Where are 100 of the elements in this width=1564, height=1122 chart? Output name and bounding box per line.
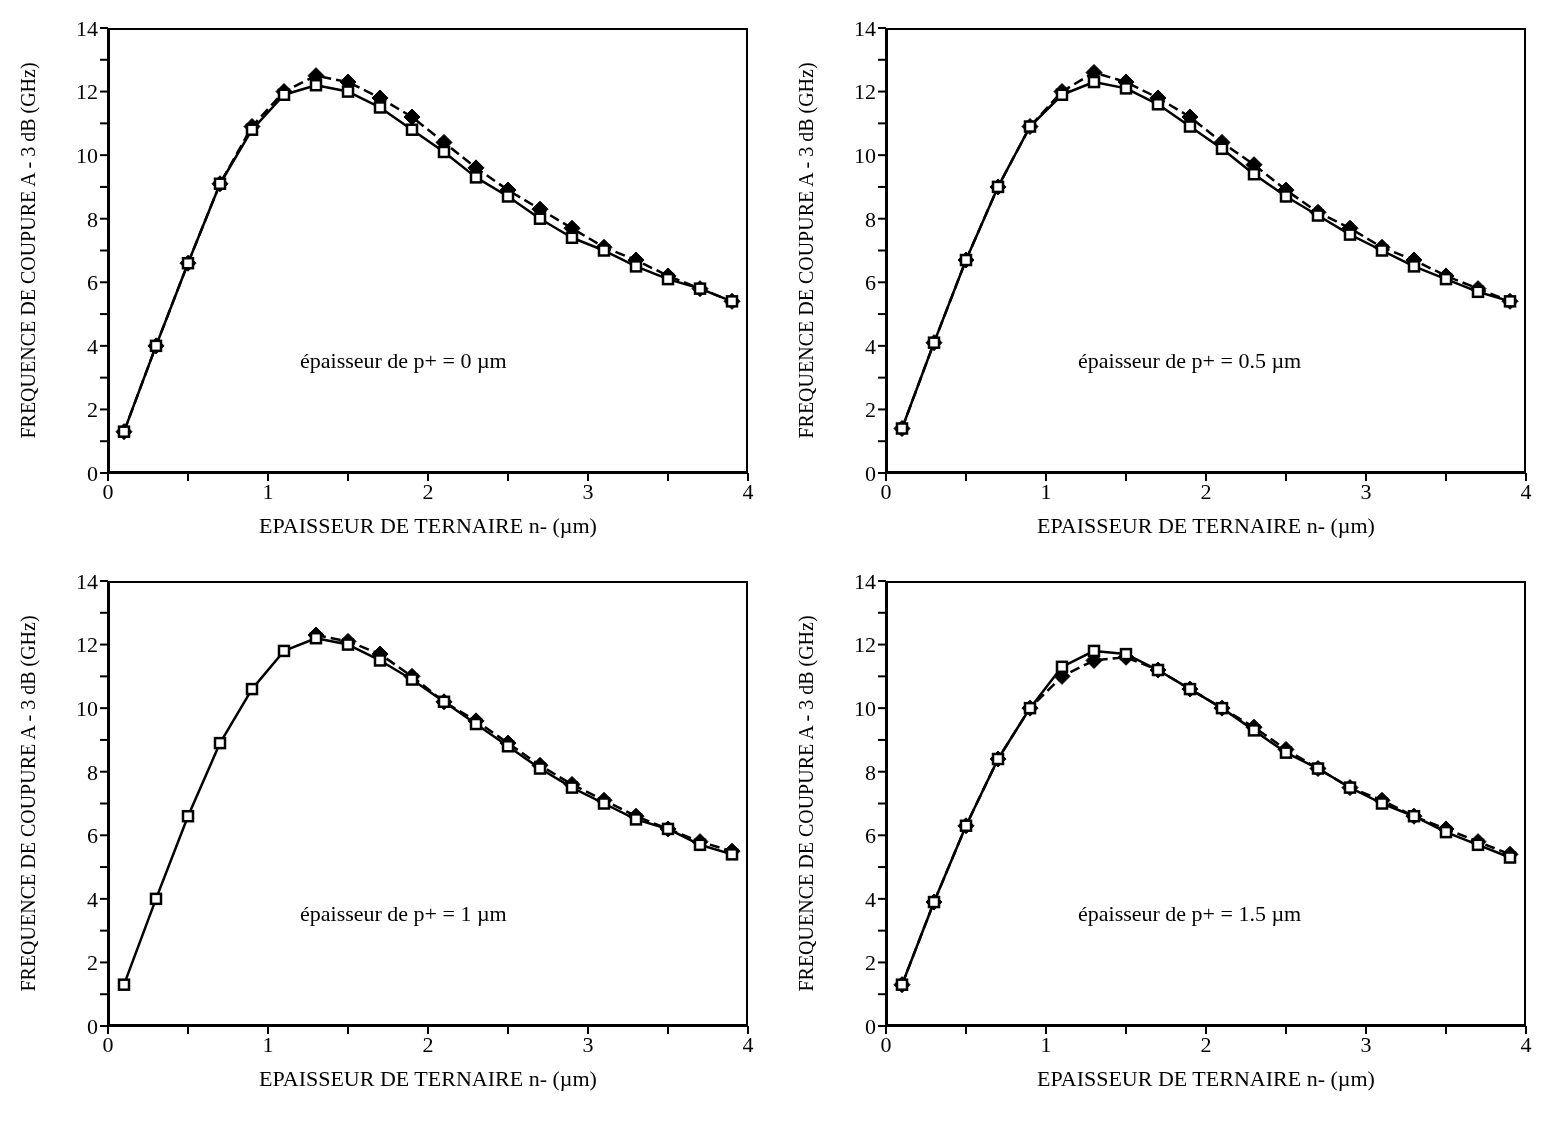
y-tick-label: 0 — [87, 460, 98, 486]
y-tick-label: 10 — [854, 695, 876, 721]
x-tick-label: 4 — [742, 1031, 754, 1057]
point — [1343, 228, 1357, 241]
point — [629, 813, 643, 826]
y-axis-title: FREQUENCE DE COUPURE A - 3 dB (GHz) — [17, 62, 41, 439]
point — [1055, 660, 1069, 674]
y-tick-label: 8 — [865, 759, 876, 785]
point — [341, 85, 355, 98]
x-tick-label: 1 — [262, 1031, 274, 1057]
x-axis-title: EPAISSEUR DE TERNAIRE n- (µm) — [1037, 1066, 1375, 1091]
point — [437, 145, 451, 159]
y-tick-label: 2 — [87, 950, 98, 976]
x-tick-label: 2 — [422, 478, 434, 504]
point — [469, 717, 483, 731]
annotation: épaisseur de p+ = 1.5 µm — [1078, 901, 1302, 928]
point — [501, 740, 515, 753]
point — [245, 123, 259, 136]
y-tick-label: 0 — [865, 1013, 876, 1039]
y-tick-label: 8 — [87, 759, 98, 785]
point — [1439, 825, 1453, 839]
x-tick-label: 3 — [582, 1031, 594, 1057]
x-tick-label: 2 — [1200, 478, 1212, 504]
point — [1471, 838, 1485, 852]
point — [501, 190, 515, 203]
y-tick-label: 4 — [865, 886, 876, 912]
point — [1279, 746, 1293, 759]
annotation: épaisseur de p+ = 0 µm — [300, 348, 507, 375]
point — [1055, 88, 1069, 101]
y-tick-label: 6 — [865, 823, 876, 849]
y-tick-label: 2 — [87, 397, 98, 423]
point — [533, 762, 547, 775]
point — [1119, 82, 1133, 95]
point — [1087, 75, 1101, 89]
point — [1183, 120, 1197, 133]
point — [597, 797, 611, 810]
y-tick-label: 6 — [87, 270, 98, 296]
y-tick-label: 10 — [854, 142, 876, 168]
point — [277, 644, 291, 658]
y-tick-label: 10 — [76, 695, 98, 721]
point — [405, 673, 419, 686]
point — [373, 654, 387, 667]
y-tick-label: 4 — [87, 333, 98, 359]
point — [629, 260, 643, 273]
x-tick-label: 3 — [1360, 478, 1372, 504]
point — [1247, 724, 1261, 737]
annotation: épaisseur de p+ = 1 µm — [300, 901, 507, 928]
point — [1375, 797, 1389, 810]
point — [1119, 647, 1133, 661]
y-tick-label: 2 — [865, 950, 876, 976]
y-tick-label: 12 — [76, 79, 98, 105]
point — [181, 809, 195, 823]
x-tick-label: 3 — [1360, 1031, 1372, 1057]
point — [1087, 644, 1101, 658]
y-tick-label: 14 — [854, 15, 876, 41]
y-tick-label: 8 — [87, 206, 98, 232]
y-tick-label: 14 — [854, 568, 876, 594]
point — [341, 638, 355, 651]
y-tick-label: 12 — [76, 632, 98, 658]
point — [213, 736, 227, 750]
x-tick-label: 1 — [1040, 478, 1052, 504]
x-tick-label: 4 — [1520, 1031, 1532, 1057]
point — [597, 244, 611, 257]
point — [245, 682, 259, 696]
x-tick-label: 1 — [262, 478, 274, 504]
y-axis-title: FREQUENCE DE COUPURE A - 3 dB (GHz) — [795, 62, 819, 439]
point — [661, 272, 675, 286]
point — [309, 78, 323, 92]
x-axis-title: EPAISSEUR DE TERNAIRE n- (µm) — [259, 513, 597, 538]
point — [403, 108, 421, 126]
x-axis-title: EPAISSEUR DE TERNAIRE n- (µm) — [259, 1066, 597, 1091]
point — [693, 838, 707, 852]
y-axis-title: FREQUENCE DE COUPURE A - 3 dB (GHz) — [17, 615, 41, 992]
x-axis-title: EPAISSEUR DE TERNAIRE n- (µm) — [1037, 513, 1375, 538]
point — [1279, 190, 1293, 203]
y-tick-label: 14 — [76, 15, 98, 41]
annotation: épaisseur de p+ = 0.5 µm — [1078, 348, 1302, 375]
point — [533, 212, 547, 225]
point — [1471, 285, 1485, 299]
y-tick-label: 10 — [76, 142, 98, 168]
point — [1247, 167, 1261, 181]
y-axis-title: FREQUENCE DE COUPURE A - 3 dB (GHz) — [795, 615, 819, 992]
point — [1503, 851, 1517, 864]
point — [309, 631, 323, 645]
point — [1151, 98, 1165, 111]
point — [1215, 142, 1229, 156]
y-tick-label: 8 — [865, 206, 876, 232]
y-tick-label: 6 — [87, 823, 98, 849]
y-tick-label: 0 — [87, 1013, 98, 1039]
point — [1439, 272, 1453, 286]
point — [1375, 244, 1389, 257]
point — [565, 781, 579, 794]
point — [565, 231, 579, 245]
y-tick-label: 12 — [854, 632, 876, 658]
point — [405, 123, 419, 136]
y-tick-label: 4 — [87, 886, 98, 912]
y-tick-label: 6 — [865, 270, 876, 296]
x-tick-label: 2 — [1200, 1031, 1212, 1057]
y-tick-label: 0 — [865, 460, 876, 486]
x-tick-label: 4 — [1520, 478, 1532, 504]
